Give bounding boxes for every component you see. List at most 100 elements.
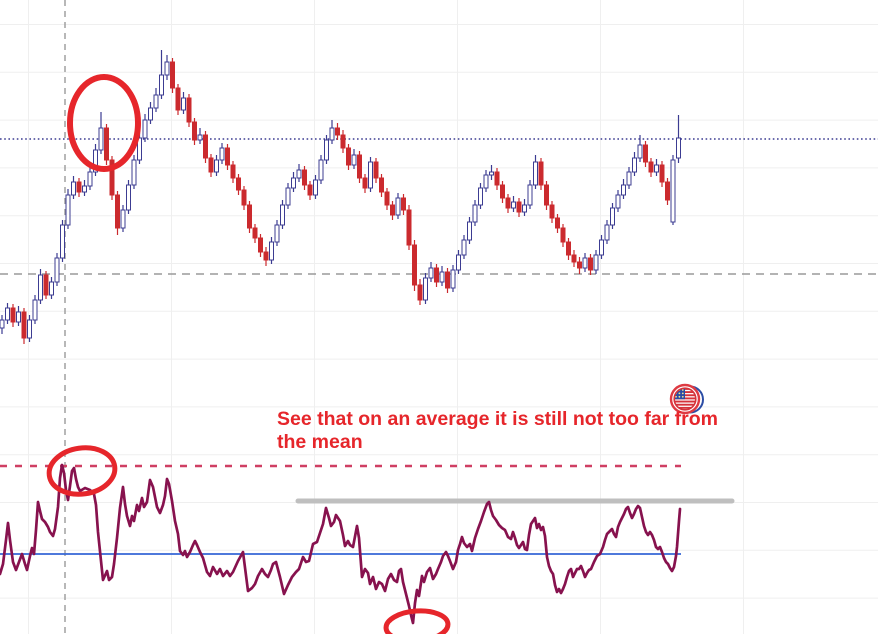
us-flag-icon-inner-ring xyxy=(673,387,697,411)
candle-down xyxy=(560,227,566,243)
annotation-note: See that on an average it is still not t… xyxy=(277,408,718,454)
candle-down xyxy=(236,177,241,191)
candle-up xyxy=(456,254,461,271)
candle-up xyxy=(329,127,335,141)
candle-down xyxy=(302,169,307,186)
candle-up xyxy=(637,144,643,159)
candle-up xyxy=(467,221,472,241)
candle-up xyxy=(461,239,467,256)
candle-down xyxy=(643,144,648,163)
candle-up xyxy=(5,307,10,321)
candle-up xyxy=(313,179,318,196)
candle-down xyxy=(648,161,654,173)
annotation-circle-price-peak xyxy=(67,74,141,172)
candle-up xyxy=(131,159,137,186)
candle-up xyxy=(318,159,324,181)
candle-down xyxy=(577,261,582,269)
candle-down xyxy=(76,181,82,193)
candle-up xyxy=(60,224,65,259)
candle-up xyxy=(489,171,494,176)
candle-down xyxy=(406,209,412,246)
candle-up xyxy=(142,119,148,139)
candle-up xyxy=(423,277,428,301)
candle-down xyxy=(247,204,252,229)
candle-up xyxy=(368,161,373,189)
candle-up xyxy=(626,171,632,186)
candle-down xyxy=(175,87,181,111)
candle-up xyxy=(472,204,478,223)
annotation-circle-indicator-trough xyxy=(383,608,451,634)
candle-down xyxy=(340,134,346,149)
candle-up xyxy=(522,204,527,213)
candle-up xyxy=(533,161,538,186)
candle-down xyxy=(384,191,390,206)
candle-down xyxy=(401,197,406,211)
candle-up xyxy=(599,239,604,256)
candle-up xyxy=(676,137,681,159)
candle-up xyxy=(351,154,357,166)
candle-down xyxy=(109,159,115,196)
candle-down xyxy=(21,311,27,339)
candle-down xyxy=(115,194,120,229)
candle-up xyxy=(593,254,599,271)
candle-down xyxy=(417,284,423,301)
candle-down xyxy=(258,237,263,253)
candle-up xyxy=(98,127,104,151)
candle-up xyxy=(285,187,291,206)
candle-down xyxy=(659,164,665,183)
candle-up xyxy=(38,274,43,301)
candle-down xyxy=(346,147,351,166)
candle-up xyxy=(483,174,489,189)
candle-up xyxy=(654,164,659,173)
candle-down xyxy=(307,184,313,196)
candle-down xyxy=(571,254,577,263)
candle-up xyxy=(291,177,296,189)
candle-up xyxy=(159,74,164,96)
candle-down xyxy=(555,217,560,229)
candle-up xyxy=(428,267,434,279)
candle-up xyxy=(27,319,32,339)
candle-up xyxy=(214,159,219,173)
candle-up xyxy=(120,209,126,229)
candle-down xyxy=(192,121,197,141)
candle-down xyxy=(43,274,49,296)
candle-up xyxy=(54,257,60,283)
candle-up xyxy=(49,281,54,296)
candle-down xyxy=(379,177,384,193)
candle-down xyxy=(445,271,450,289)
candle-down xyxy=(544,184,549,206)
candle-down xyxy=(373,161,379,179)
candle-down xyxy=(10,307,16,323)
candle-up xyxy=(280,204,285,226)
candle-up xyxy=(0,319,5,329)
candle-up xyxy=(181,97,186,111)
candle-up xyxy=(219,147,225,161)
candle-down xyxy=(434,267,439,283)
candle-up xyxy=(670,159,676,223)
candle-up xyxy=(450,269,456,289)
candle-up xyxy=(511,201,516,209)
candle-down xyxy=(665,181,670,201)
candle-down xyxy=(252,227,258,239)
candle-up xyxy=(87,171,93,187)
candle-up xyxy=(582,257,588,269)
candle-up xyxy=(82,185,87,193)
candle-down xyxy=(516,201,522,213)
candle-up xyxy=(197,134,203,141)
candle-up xyxy=(164,61,170,76)
candle-down xyxy=(263,251,269,261)
annotation-note-line2: the mean xyxy=(277,431,363,453)
candle-up xyxy=(274,224,280,243)
candle-down xyxy=(494,171,500,186)
annotation-note-line1: See that on an average it is still not t… xyxy=(277,408,718,430)
candle-down xyxy=(412,244,417,286)
candle-up xyxy=(71,181,76,196)
candle-down xyxy=(362,177,368,189)
us-flag-icon xyxy=(674,388,696,410)
candle-up xyxy=(604,224,610,241)
candle-up xyxy=(126,184,131,211)
candle-up xyxy=(269,241,274,261)
candle-down xyxy=(335,127,340,136)
